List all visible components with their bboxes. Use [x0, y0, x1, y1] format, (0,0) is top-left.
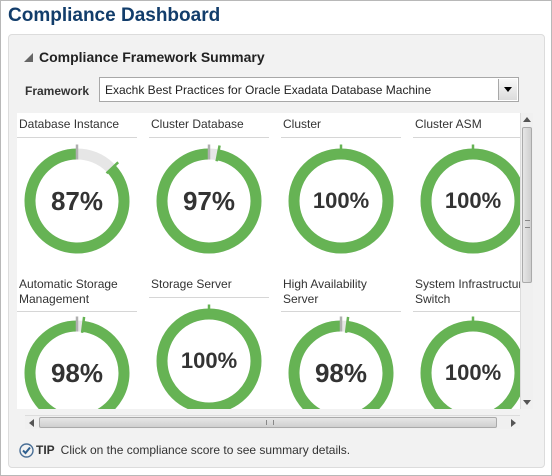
chevron-down-icon: [504, 87, 512, 92]
framework-selected-value: Exachk Best Practices for Oracle Exadata…: [105, 83, 432, 97]
tile-label: Cluster ASM: [415, 117, 482, 131]
tip-text: Click on the compliance score to see sum…: [60, 443, 351, 457]
compliance-tile[interactable]: Automatic Storage Management 98%: [17, 273, 137, 409]
panel-header[interactable]: Compliance Framework Summary: [24, 48, 265, 66]
tile-label: High Availability Server: [283, 277, 367, 306]
page-title: Compliance Dashboard: [8, 5, 221, 26]
scroll-down-icon[interactable]: [523, 400, 531, 405]
grip-icon: [266, 420, 274, 425]
compliance-score[interactable]: 98%: [314, 358, 368, 388]
compliance-score[interactable]: 100%: [444, 360, 502, 385]
grip-icon: [525, 220, 530, 228]
compliance-gauge[interactable]: [149, 301, 269, 409]
gauge-grid: Database Instance 87% Cluster Database 97% C…: [17, 113, 520, 409]
tile-divider: [281, 311, 401, 312]
compliance-gauge[interactable]: [149, 141, 269, 261]
tile-label: Cluster: [283, 117, 322, 131]
gauge-needle: [344, 316, 350, 333]
compliance-gauge[interactable]: [413, 313, 520, 409]
tile-divider: [413, 137, 520, 138]
tile-label: System Infrastructure Switch: [415, 277, 520, 306]
tile-divider: [17, 311, 137, 312]
horizontal-scrollbar[interactable]: [25, 415, 520, 429]
framework-label: Framework: [25, 84, 90, 98]
tile-divider: [149, 137, 269, 138]
compliance-tile[interactable]: Database Instance 87%: [17, 113, 137, 261]
compliance-score[interactable]: 97%: [182, 186, 236, 216]
tile-label: Automatic Storage Management: [19, 277, 118, 306]
tile-divider: [281, 137, 401, 138]
compliance-tile[interactable]: System Infrastructure Switch 100%: [413, 273, 520, 409]
panel-title: Compliance Framework Summary: [39, 49, 265, 65]
tile-divider: [149, 297, 269, 298]
tip-label: TIP: [36, 443, 55, 457]
compliance-gauge[interactable]: [281, 313, 401, 409]
scroll-left-icon[interactable]: [29, 419, 34, 427]
compliance-gauge[interactable]: [17, 141, 137, 261]
compliance-score[interactable]: 100%: [312, 188, 370, 213]
scroll-up-icon[interactable]: [523, 117, 531, 122]
checkmark-icon: [19, 442, 34, 458]
vertical-scrollbar[interactable]: [520, 113, 533, 409]
compliance-tile[interactable]: Cluster 100%: [281, 113, 401, 261]
scroll-right-icon[interactable]: [511, 419, 516, 427]
vertical-scroll-thumb[interactable]: [522, 127, 532, 283]
compliance-score[interactable]: 98%: [50, 358, 104, 388]
tile-label: Database Instance: [19, 117, 120, 131]
tip-message: TIP Click on the compliance score to see…: [19, 442, 350, 458]
compliance-gauge[interactable]: [281, 141, 401, 261]
gauge-needle: [80, 316, 86, 333]
gauge-needle: [215, 145, 221, 162]
compliance-score[interactable]: 100%: [180, 348, 238, 373]
compliance-score[interactable]: 87%: [50, 186, 104, 216]
framework-summary-panel: Compliance Framework Summary Framework E…: [8, 34, 545, 468]
framework-select[interactable]: Exachk Best Practices for Oracle Exadata…: [99, 77, 519, 102]
compliance-tile[interactable]: Cluster Database 97%: [149, 113, 269, 261]
horizontal-scroll-thumb[interactable]: [39, 417, 497, 428]
collapse-icon[interactable]: [24, 52, 33, 62]
compliance-score[interactable]: 100%: [444, 188, 502, 213]
tile-divider: [413, 311, 520, 312]
tile-label: Storage Server: [151, 277, 232, 291]
compliance-tile[interactable]: Cluster ASM 100%: [413, 113, 520, 261]
compliance-gauge[interactable]: [413, 141, 520, 261]
gauge-needle: [105, 161, 120, 175]
compliance-tile[interactable]: Storage Server 100%: [149, 273, 269, 409]
compliance-tile[interactable]: High Availability Server 98%: [281, 273, 401, 409]
dropdown-button[interactable]: [498, 79, 517, 100]
tile-label: Cluster Database: [151, 117, 244, 131]
compliance-gauge[interactable]: [17, 313, 137, 409]
tile-divider: [17, 137, 137, 138]
